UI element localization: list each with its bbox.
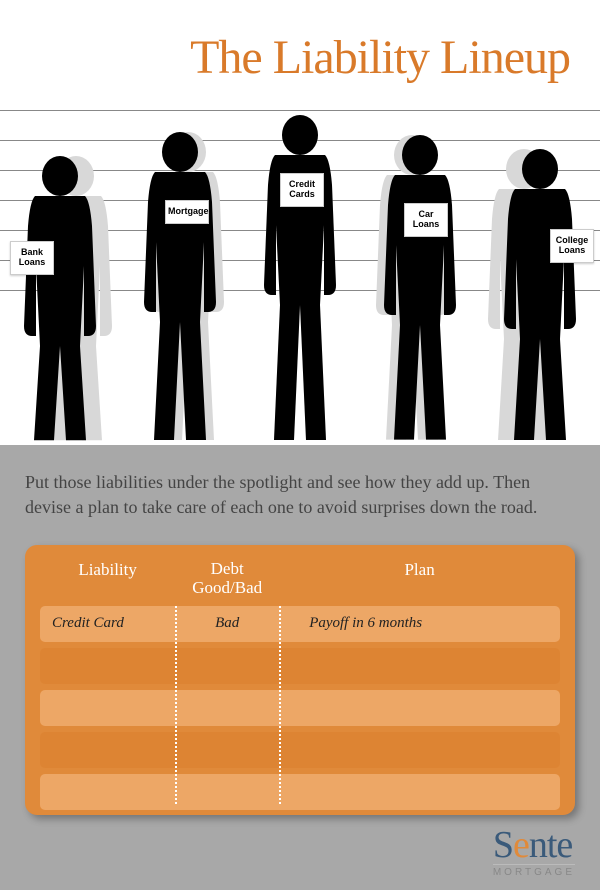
table-row: [40, 774, 560, 810]
col-header-plan: Plan: [279, 560, 560, 597]
logo-text: Sente: [493, 828, 575, 862]
col-divider: [279, 606, 281, 804]
col-header-liability: Liability: [40, 560, 175, 597]
col-divider: [175, 606, 177, 804]
col-header-debt: DebtGood/Bad: [175, 560, 279, 597]
placard: Bank Loans: [10, 241, 54, 275]
table-row: Credit Card Bad Payoff in 6 months: [40, 606, 560, 642]
placard: College Loans: [550, 229, 594, 263]
lineup-figure: Credit Cards: [240, 105, 360, 445]
figures-row: Bank Loans Mortgage Credit Cards Car Loa…: [0, 95, 600, 445]
intro-text: Put those liabilities under the spotligh…: [25, 470, 575, 520]
table-row: [40, 690, 560, 726]
liability-table: Liability DebtGood/Bad Plan Credit Card …: [25, 545, 575, 815]
lineup-figure: Car Loans: [360, 125, 480, 445]
lineup-area: Bank Loans Mortgage Credit Cards Car Loa…: [0, 95, 600, 445]
lineup-figure: Bank Loans: [0, 146, 120, 445]
table-rows: Credit Card Bad Payoff in 6 months: [40, 606, 560, 810]
cell-debt: Bad: [175, 615, 279, 632]
bottom-panel: Put those liabilities under the spotligh…: [0, 445, 600, 890]
table-header: Liability DebtGood/Bad Plan: [40, 560, 560, 605]
placard: Mortgage: [165, 200, 209, 224]
brand-logo: Sente MORTGAGE: [493, 828, 575, 878]
cell-plan: Payoff in 6 months: [279, 615, 560, 632]
cell-liability: Credit Card: [40, 615, 175, 632]
page-title: The Liability Lineup: [0, 0, 600, 95]
logo-subtext: MORTGAGE: [493, 864, 575, 878]
table-row: [40, 732, 560, 768]
lineup-figure: Mortgage: [120, 122, 240, 445]
table-row: [40, 648, 560, 684]
placard: Car Loans: [404, 203, 448, 237]
lineup-figure: College Loans: [480, 139, 600, 445]
placard: Credit Cards: [280, 173, 324, 207]
